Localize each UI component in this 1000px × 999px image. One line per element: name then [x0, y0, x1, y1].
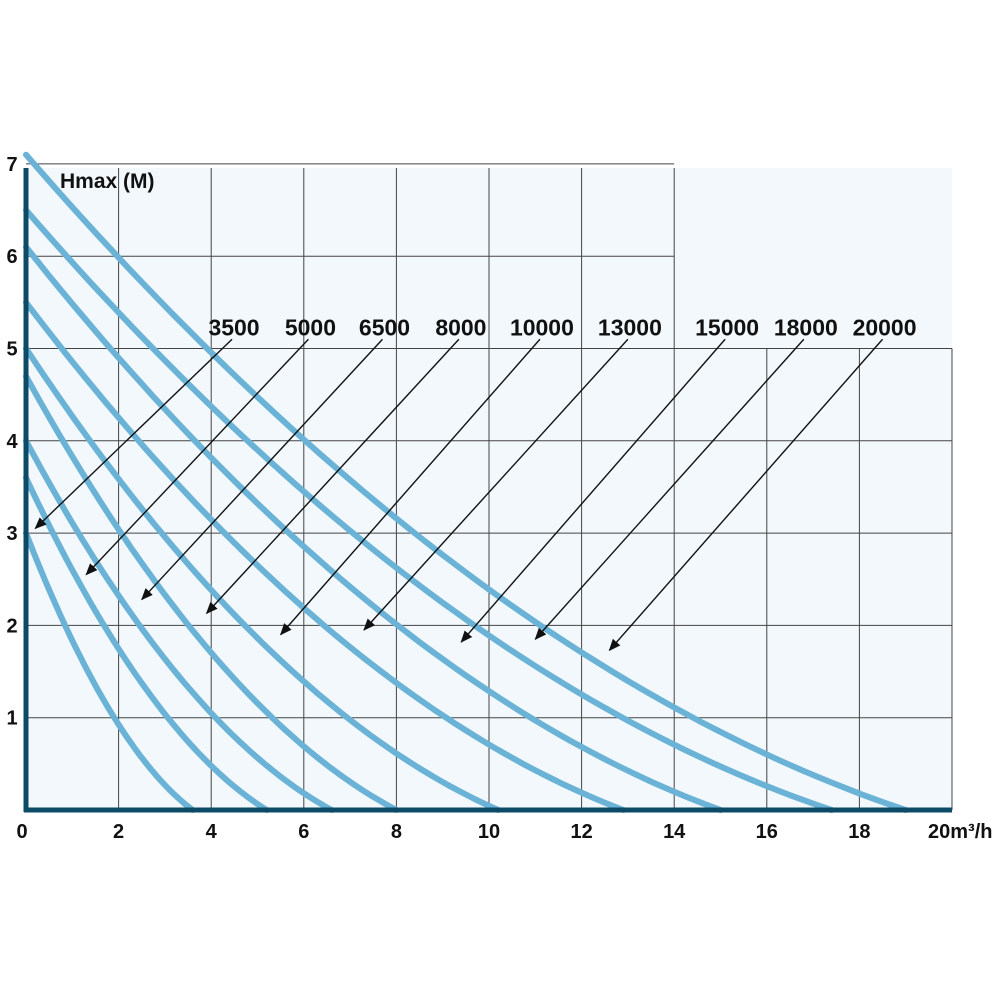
series-curve-15000: [23, 244, 724, 813]
x-tick-label: 2: [113, 821, 124, 843]
y-tick-label: 2: [6, 615, 17, 637]
y-tick-label: 4: [6, 431, 18, 453]
y-axis-title: Hmax (M): [60, 170, 155, 193]
series-label-6500: 6500: [359, 314, 410, 340]
label-arrow-8000: [205, 338, 460, 615]
label-arrow-10000: [279, 338, 541, 636]
series-curve-6500: [23, 437, 335, 813]
y-tick-label: 5: [6, 339, 17, 361]
series-label-3500: 3500: [208, 314, 259, 340]
x-tick-label: 14: [663, 821, 686, 843]
series-curve-10000: [23, 345, 502, 813]
series-curve-20000: [23, 151, 909, 813]
label-arrows: [34, 338, 884, 652]
label-arrow-15000: [460, 338, 726, 643]
series-label-5000: 5000: [285, 314, 336, 340]
x-tick-label: 12: [570, 821, 592, 843]
series-label-20000: 20000: [853, 314, 917, 340]
label-arrow-20000: [608, 338, 884, 652]
x-axis-unit-label: 20m³/h: [928, 821, 992, 843]
x-axis-unit: m³/h: [950, 821, 992, 843]
label-arrow-5000: [85, 338, 309, 576]
x-tick-label: 10: [478, 821, 500, 843]
series-label-13000: 13000: [598, 314, 662, 340]
x-tick-label: 8: [391, 821, 402, 843]
label-arrow-6500: [141, 338, 384, 601]
y-tick-label: 6: [6, 246, 17, 268]
label-arrow-3500: [34, 338, 233, 530]
x-tick-label: 16: [756, 821, 778, 843]
curves: [23, 151, 909, 813]
y-tick-label: 3: [6, 523, 17, 545]
series-curve-18000: [23, 207, 835, 813]
series-curve-8000: [23, 373, 400, 813]
series-curve-3500: [23, 530, 196, 813]
x-tick-label: 6: [298, 821, 309, 843]
x-tick-label: 4: [206, 821, 218, 843]
series-label-15000: 15000: [695, 314, 759, 340]
series-label-10000: 10000: [510, 314, 574, 340]
x-tick-labels: 0 2 4 6 8 10 12 14 16 18: [16, 821, 870, 843]
x-axis-unit-value: 20: [928, 821, 950, 843]
series-curve-5000: [23, 474, 270, 813]
label-arrow-13000: [363, 338, 629, 631]
x-tick-label: 0: [16, 821, 27, 843]
y-tick-label: 7: [6, 154, 17, 176]
series-labels: 3500 5000 6500 8000 10000 13000 15000 18000 2000…: [208, 314, 916, 340]
x-tick-label: 18: [848, 821, 870, 843]
series-curve-13000: [23, 299, 627, 813]
axes: [23, 168, 952, 813]
y-tick-labels: 1 2 3 4 5 6 7: [6, 154, 18, 730]
y-tick-label: 1: [6, 708, 17, 730]
series-label-8000: 8000: [435, 314, 486, 340]
series-label-18000: 18000: [774, 314, 838, 340]
label-arrow-18000: [534, 338, 805, 640]
